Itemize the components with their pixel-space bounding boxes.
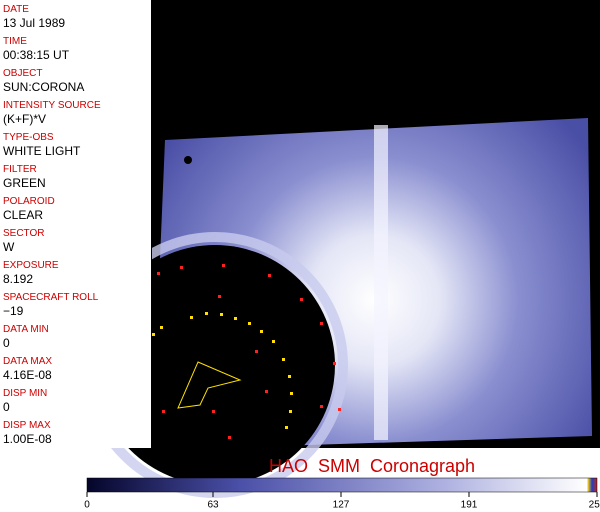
field-value: WHITE LIGHT	[3, 144, 81, 158]
field: INTENSITY SOURCE (K+F)*V	[0, 96, 151, 128]
field-label: OBJECT	[3, 68, 43, 79]
region-outline	[177, 361, 242, 409]
field-value: 0	[3, 400, 10, 414]
field-label: DATE	[3, 4, 29, 15]
field-value: CLEAR	[3, 208, 44, 222]
field-value: 1.00E-08	[3, 432, 52, 446]
colorbar-tick-label: 255	[589, 500, 600, 511]
field-value: GREEN	[3, 176, 46, 190]
field-label: DATA MAX	[3, 356, 53, 367]
field-label: TIME	[3, 36, 27, 47]
colorbar-tick-label: 63	[207, 500, 219, 511]
occulter	[95, 245, 335, 485]
field-label: POLAROID	[3, 196, 55, 207]
field: SPACECRAFT ROLL −19	[0, 288, 151, 320]
field: POLAROID CLEAR	[0, 192, 151, 224]
field-value: 8.192	[3, 272, 34, 286]
field-label: DISP MAX	[3, 420, 51, 431]
field-label: SECTOR	[3, 228, 45, 239]
field: TYPE-OBS WHITE LIGHT	[0, 128, 151, 160]
field: FILTER GREEN	[0, 160, 151, 192]
field: DATE 13 Jul 1989	[0, 0, 151, 32]
field: OBJECT SUN:CORONA	[0, 64, 151, 96]
field-value: −19	[3, 304, 24, 318]
colorbar-tick-label: 0	[84, 500, 90, 511]
field-label: TYPE-OBS	[3, 132, 54, 143]
red-markers	[157, 264, 341, 439]
spot	[184, 156, 192, 164]
field: DATA MIN 0	[0, 320, 151, 352]
colorbar-tick-label: 191	[461, 500, 478, 511]
field: EXPOSURE 8.192	[0, 256, 151, 288]
field-label: DATA MIN	[3, 324, 49, 335]
field-label: DISP MIN	[3, 388, 48, 399]
field-value: 00:38:15 UT	[3, 48, 70, 62]
field: DATA MAX 4.16E-08	[0, 352, 151, 384]
field-value: (K+F)*V	[3, 112, 47, 126]
yellow-markers	[152, 312, 293, 429]
field-value: 4.16E-08	[3, 368, 52, 382]
info-panel: DATE 13 Jul 1989 TIME 00:38:15 UT OBJECT SUN:…	[0, 0, 152, 448]
field-value: W	[3, 240, 15, 254]
field-label: INTENSITY SOURCE	[3, 100, 101, 111]
image-title: HAO SMM Coronagraph	[269, 456, 475, 476]
field: SECTOR W	[0, 224, 151, 256]
field-value: SUN:CORONA	[3, 80, 85, 94]
colorbar-tick-label: 127	[333, 500, 350, 511]
field-label: EXPOSURE	[3, 260, 59, 271]
field-label: FILTER	[3, 164, 37, 175]
field-value: 13 Jul 1989	[3, 16, 66, 30]
field-value: 0	[3, 336, 10, 350]
field-label: SPACECRAFT ROLL	[3, 292, 99, 303]
field: DISP MIN 0	[0, 384, 151, 416]
field: TIME 00:38:15 UT	[0, 32, 151, 64]
field: DISP MAX 1.00E-08	[0, 416, 151, 448]
colorbar	[86, 477, 598, 493]
streamer	[374, 125, 388, 440]
